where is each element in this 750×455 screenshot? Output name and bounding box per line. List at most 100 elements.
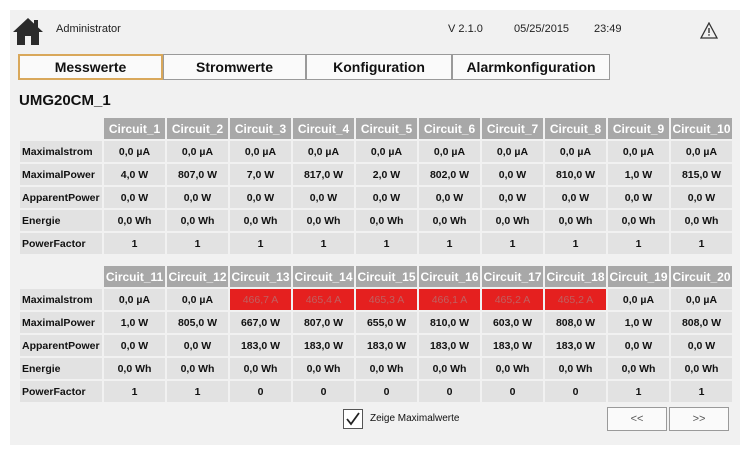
value-cell: 0,0 µA [608,289,669,310]
value-cell: 0,0 Wh [293,210,354,231]
measurements-table-1: Circuit_1 Circuit_2 Circuit_3 Circuit_4 Circ… [18,116,734,256]
value-cell: 0,0 Wh [104,210,165,231]
value-cell: 0,0 Wh [167,358,228,379]
column-header: Circuit_6 [419,118,480,139]
value-cell: 1 [671,381,732,402]
table-row: ApparentPower 0,0 W 0,0 W 183,0 W 183,0 W 183… [20,335,732,356]
value-cell: 0,0 Wh [230,210,291,231]
row-label: Energie [20,210,102,231]
value-cell: 1,0 W [608,164,669,185]
column-header: Circuit_7 [482,118,543,139]
column-header: Circuit_13 [230,266,291,287]
value-cell: 0,0 Wh [482,210,543,231]
column-header: Circuit_11 [104,266,165,287]
device-title: UMG20CM_1 [19,92,111,109]
value-cell: 0,0 W [167,335,228,356]
column-header: Circuit_15 [356,266,417,287]
value-cell: 0,0 µA [545,141,606,162]
row-label: Maximalstrom [20,289,102,310]
value-cell: 0,0 Wh [545,210,606,231]
value-cell: 0,0 W [608,187,669,208]
alarm-value-cell: 465,3 A [356,289,417,310]
value-cell: 807,0 W [167,164,228,185]
value-cell: 0,0 Wh [293,358,354,379]
value-cell: 183,0 W [230,335,291,356]
table-row: Maximalstrom 0,0 µA 0,0 µA 466,7 A 465,4 A 46… [20,289,732,310]
value-cell: 810,0 W [545,164,606,185]
value-cell: 183,0 W [356,335,417,356]
table-row: ApparentPower 0,0 W 0,0 W 0,0 W 0,0 W 0,0 W 0,… [20,187,732,208]
row-label: ApparentPower [20,187,102,208]
value-cell: 2,0 W [356,164,417,185]
value-cell: 0,0 Wh [230,358,291,379]
tab-konfiguration[interactable]: Konfiguration [306,54,452,80]
table-row: MaximalPower 1,0 W 805,0 W 667,0 W 807,0 W 65… [20,312,732,333]
column-header: Circuit_4 [293,118,354,139]
value-cell: 655,0 W [356,312,417,333]
row-label: MaximalPower [20,164,102,185]
table-row: PowerFactor 1 1 1 1 1 1 1 1 1 1 [20,233,732,254]
value-cell: 183,0 W [293,335,354,356]
value-cell: 0,0 µA [671,289,732,310]
header-corner [20,118,102,139]
value-cell: 1 [230,233,291,254]
value-cell: 0,0 µA [608,141,669,162]
prev-page-button[interactable]: << [607,407,667,431]
value-cell: 1,0 W [104,312,165,333]
value-cell: 1 [608,381,669,402]
column-header: Circuit_5 [356,118,417,139]
tab-alarmkonfiguration[interactable]: Alarmkonfiguration [452,54,610,80]
alarm-value-cell: 465,4 A [293,289,354,310]
alarm-value-cell: 466,7 A [230,289,291,310]
value-cell: 7,0 W [230,164,291,185]
value-cell: 0,0 µA [104,289,165,310]
value-cell: 0,0 µA [167,141,228,162]
value-cell: 0,0 µA [482,141,543,162]
value-cell: 0,0 Wh [419,358,480,379]
value-cell: 0,0 µA [104,141,165,162]
measurements-table-2: Circuit_11 Circuit_12 Circuit_13 Circuit_14… [18,264,734,404]
home-icon[interactable] [12,16,44,46]
show-max-values-checkbox[interactable] [343,409,363,429]
value-cell: 0 [545,381,606,402]
value-cell: 805,0 W [167,312,228,333]
column-header: Circuit_12 [167,266,228,287]
value-cell: 0,0 W [545,187,606,208]
value-cell: 1 [104,233,165,254]
column-header: Circuit_18 [545,266,606,287]
value-cell: 1 [482,233,543,254]
value-cell: 1 [419,233,480,254]
top-bar: Administrator V 2.1.0 05/25/2015 23:49 [10,10,740,52]
header-row: Circuit_1 Circuit_2 Circuit_3 Circuit_4 Circ… [20,118,732,139]
tab-stromwerte[interactable]: Stromwerte [163,54,306,80]
value-cell: 808,0 W [671,312,732,333]
value-cell: 817,0 W [293,164,354,185]
column-header: Circuit_1 [104,118,165,139]
value-cell: 0,0 µA [167,289,228,310]
column-header: Circuit_14 [293,266,354,287]
value-cell: 0,0 µA [293,141,354,162]
row-label: ApparentPower [20,335,102,356]
column-header: Circuit_8 [545,118,606,139]
value-cell: 1 [356,233,417,254]
tab-messwerte[interactable]: Messwerte [18,54,163,80]
value-cell: 0,0 Wh [671,358,732,379]
warning-icon[interactable] [700,22,718,39]
alarm-value-cell: 466,1 A [419,289,480,310]
version-label: V 2.1.0 [448,23,483,35]
value-cell: 0,0 W [671,187,732,208]
row-label: PowerFactor [20,233,102,254]
value-cell: 4,0 W [104,164,165,185]
value-cell: 1 [671,233,732,254]
value-cell: 0 [230,381,291,402]
value-cell: 808,0 W [545,312,606,333]
next-page-button[interactable]: >> [669,407,729,431]
value-cell: 0,0 W [104,335,165,356]
value-cell: 0,0 W [482,187,543,208]
value-cell: 0,0 Wh [356,358,417,379]
value-cell: 0,0 W [419,187,480,208]
value-cell: 1 [104,381,165,402]
table-row: MaximalPower 4,0 W 807,0 W 7,0 W 817,0 W 2,0 … [20,164,732,185]
value-cell: 0,0 W [356,187,417,208]
alarm-value-cell: 465,2 A [482,289,543,310]
